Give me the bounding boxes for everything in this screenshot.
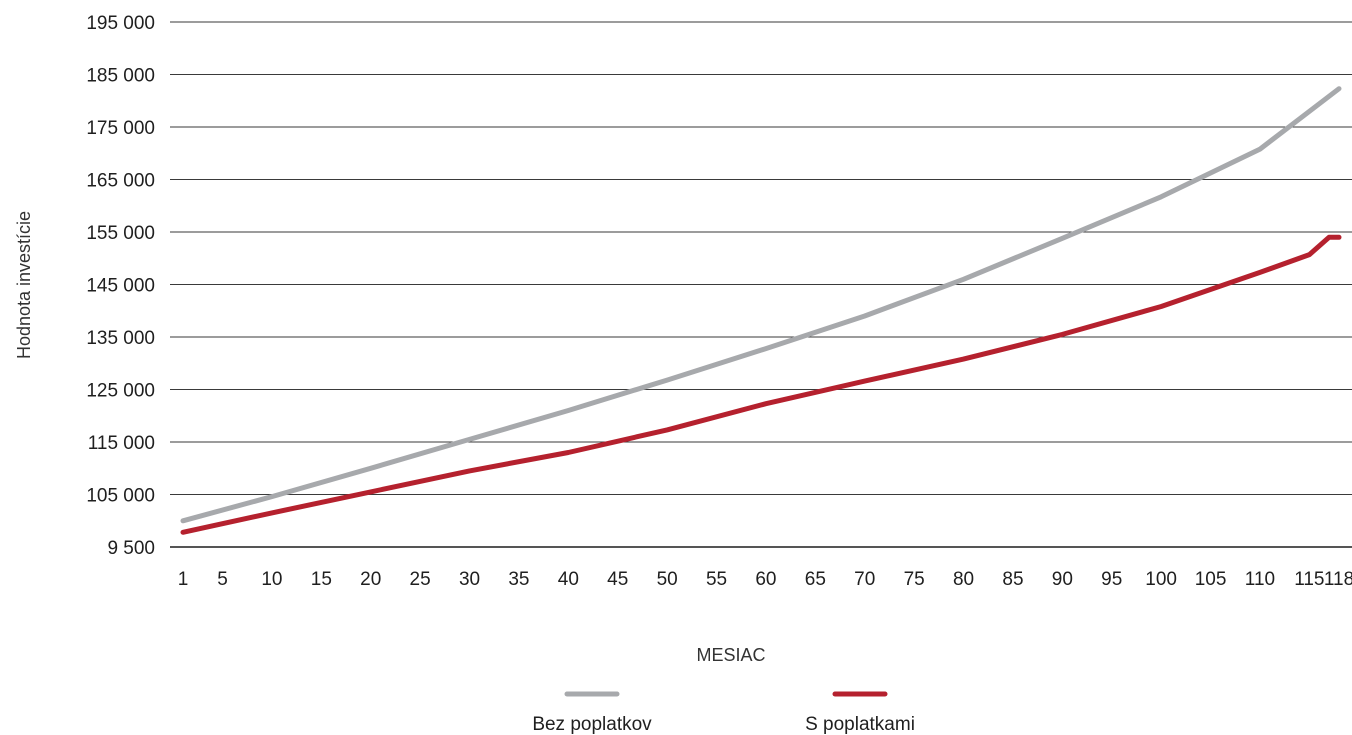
x-tick-label: 85 [1002,569,1023,590]
x-tick-label: 40 [558,569,579,590]
series-line-bez-poplatkov [180,86,1342,524]
y-axis-title: Hodnota investície [14,211,34,359]
x-tick-label: 80 [953,569,974,590]
y-tick-label: 185 000 [86,66,155,87]
y-tick-label: 175 000 [86,118,155,139]
x-tick-label: 118 [1324,569,1352,590]
x-tick-label: 95 [1101,569,1122,590]
y-tick-label: 135 000 [86,328,155,349]
x-tick-label: 1 [178,569,189,590]
y-tick-label: 155 000 [86,223,155,244]
series-lines [180,86,1342,535]
x-tick-label: 35 [508,569,529,590]
x-tick-label: 50 [657,569,678,590]
axes: 9 500 105 000 115 000 125 000 135 000 145 000… [86,13,1352,590]
y-tick-label: 105 000 [86,486,155,507]
legend-label: S poplatkami [805,714,915,735]
x-tick-label: 55 [706,569,727,590]
x-tick-label: 115 [1294,569,1324,590]
x-tick-label: 90 [1052,569,1073,590]
x-tick-label: 100 [1145,569,1177,590]
y-tick-label: 115 000 [88,433,155,454]
y-tick-label: 165 000 [86,171,155,192]
x-tick-label: 10 [261,569,282,590]
x-tick-label: 30 [459,569,480,590]
x-tick-label: 20 [360,569,381,590]
x-tick-label: 60 [755,569,776,590]
y-tick-label: 145 000 [86,276,155,297]
x-tick-label: 110 [1245,569,1275,590]
x-tick-label: 70 [854,569,875,590]
grid-lines [170,21,1352,548]
y-tick-label: 125 000 [86,381,155,402]
x-axis-title: MESIAC [696,645,765,665]
x-tick-label: 45 [607,569,628,590]
x-tick-label: 75 [904,569,925,590]
series-line-s-poplatkami [180,234,1342,535]
x-tick-label: 105 [1195,569,1227,590]
x-tick-label: 15 [311,569,332,590]
x-tick-label: 65 [805,569,826,590]
legend-label: Bez poplatkov [532,714,652,735]
y-tick-label: 9 500 [107,538,155,559]
y-tick-label: 195 000 [86,13,155,34]
x-tick-label: 25 [410,569,431,590]
x-tick-label: 5 [217,569,228,590]
legend: Bez poplatkov S poplatkami [532,691,915,735]
